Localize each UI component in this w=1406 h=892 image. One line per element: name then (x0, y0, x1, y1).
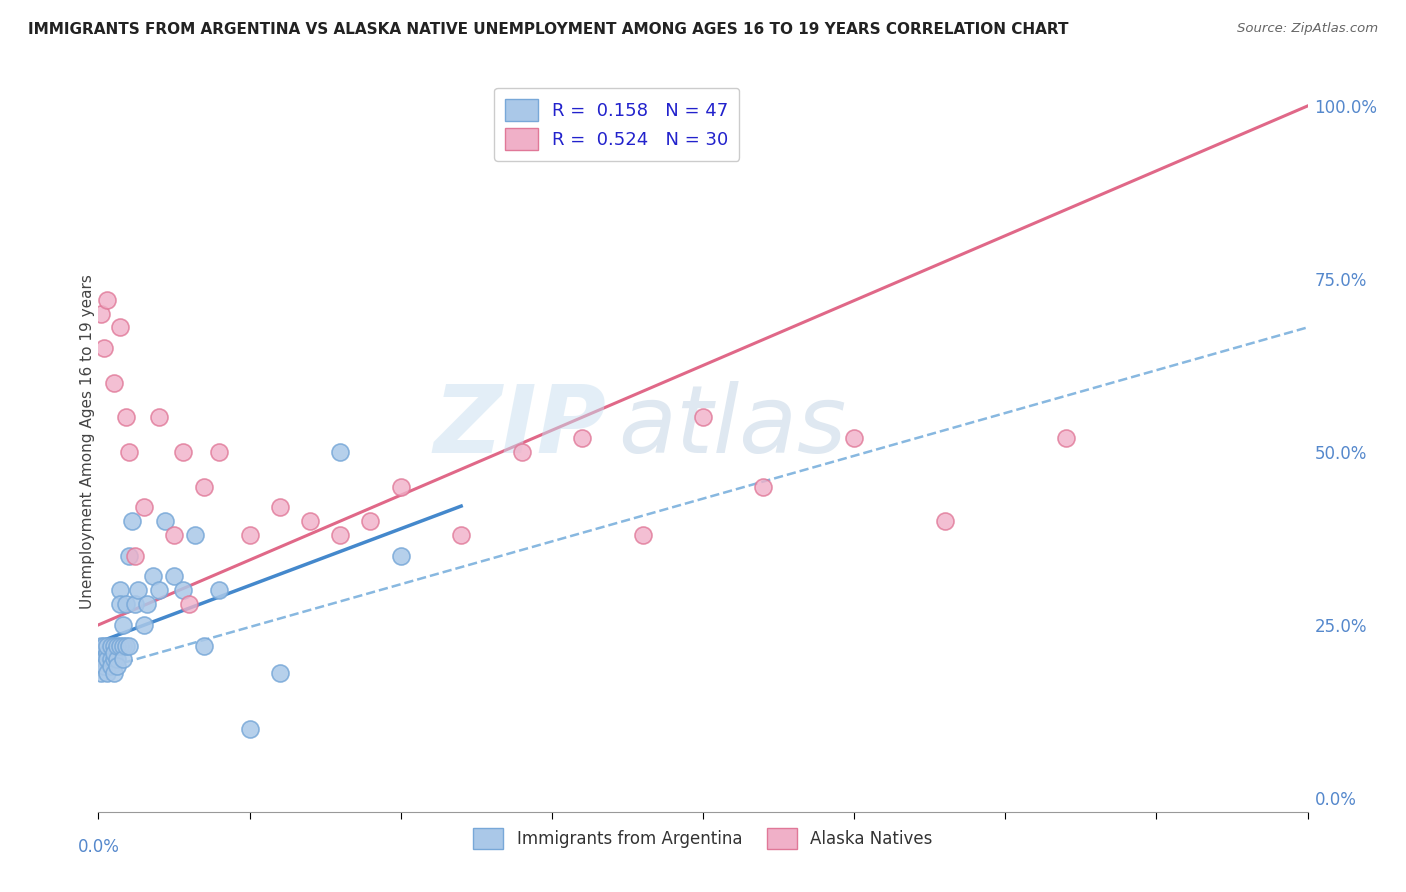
Point (96, 666, 118, 681)
Point (124, 597, 146, 611)
Point (193, 639, 215, 653)
Point (118, 549, 141, 563)
Point (239, 722, 262, 736)
Point (108, 639, 131, 653)
Point (172, 583, 194, 598)
Text: 0.0%: 0.0% (77, 838, 120, 855)
Point (105, 639, 128, 653)
Point (1054, 431, 1077, 445)
Point (179, 597, 201, 611)
Point (269, 666, 291, 681)
Point (114, 410, 136, 425)
Point (111, 639, 134, 653)
Y-axis label: Unemployment Among Ages 16 to 19 years: Unemployment Among Ages 16 to 19 years (80, 274, 94, 609)
Point (103, 639, 125, 653)
Point (124, 549, 146, 563)
Point (90, 652, 112, 666)
Point (111, 618, 134, 632)
Point (100, 652, 122, 666)
Point (121, 514, 143, 528)
Point (163, 569, 186, 583)
Point (105, 652, 128, 666)
Point (96, 646, 118, 660)
Point (100, 659, 122, 673)
Point (114, 597, 136, 611)
Text: Source: ZipAtlas.com: Source: ZipAtlas.com (1237, 22, 1378, 36)
Legend: Immigrants from Argentina, Alaska Natives: Immigrants from Argentina, Alaska Native… (467, 822, 939, 855)
Point (93, 659, 115, 673)
Point (269, 500, 291, 515)
Point (103, 646, 125, 660)
Point (934, 514, 956, 528)
Point (163, 528, 186, 542)
Point (114, 639, 136, 653)
Point (153, 514, 176, 528)
Point (631, 528, 654, 542)
Point (148, 410, 170, 425)
Text: atlas: atlas (619, 381, 846, 472)
Point (132, 500, 155, 515)
Point (103, 652, 125, 666)
Point (90, 306, 112, 320)
Text: IMMIGRANTS FROM ARGENTINA VS ALASKA NATIVE UNEMPLOYMENT AMONG AGES 16 TO 19 YEAR: IMMIGRANTS FROM ARGENTINA VS ALASKA NATI… (28, 22, 1069, 37)
Point (90, 639, 112, 653)
Point (389, 549, 412, 563)
Point (360, 514, 382, 528)
Point (105, 659, 128, 673)
Point (193, 479, 215, 493)
Point (142, 569, 165, 583)
Point (100, 639, 122, 653)
Point (299, 514, 322, 528)
Point (450, 528, 472, 542)
Point (172, 445, 194, 459)
Point (208, 583, 231, 598)
Point (103, 376, 125, 390)
Point (135, 597, 157, 611)
Point (118, 445, 141, 459)
Point (108, 583, 131, 598)
Point (148, 583, 170, 598)
Point (389, 479, 412, 493)
Point (127, 583, 149, 598)
Point (96, 652, 118, 666)
Point (103, 666, 125, 681)
Point (239, 528, 262, 542)
Point (90, 666, 112, 681)
Point (510, 445, 533, 459)
Text: ZIP: ZIP (433, 381, 606, 473)
Point (96, 293, 118, 307)
Point (96, 639, 118, 653)
Point (132, 618, 155, 632)
Point (111, 652, 134, 666)
Point (329, 528, 352, 542)
Point (108, 320, 131, 334)
Point (93, 639, 115, 653)
Point (93, 341, 115, 355)
Point (844, 431, 866, 445)
Point (184, 528, 207, 542)
Point (329, 445, 352, 459)
Point (752, 479, 775, 493)
Point (93, 652, 115, 666)
Point (208, 445, 231, 459)
Point (571, 431, 593, 445)
Point (692, 410, 714, 425)
Point (118, 639, 141, 653)
Point (108, 597, 131, 611)
